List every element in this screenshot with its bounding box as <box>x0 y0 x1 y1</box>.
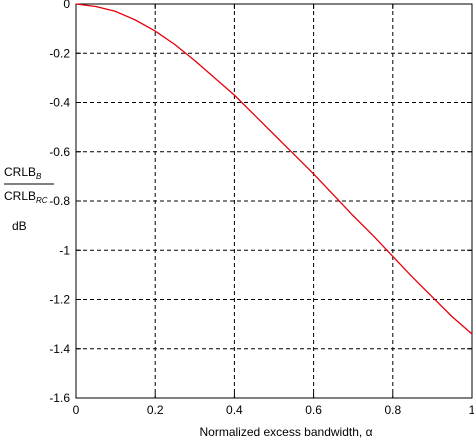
y-tick-label: -0.2 <box>49 46 70 60</box>
x-tick-label: 0.6 <box>305 403 322 417</box>
y-label-denominator: CRLBRC <box>4 189 48 205</box>
x-tick-label: 1 <box>469 403 474 417</box>
x-tick-label: 0.2 <box>147 403 164 417</box>
y-label-numerator-sub: B <box>36 172 42 181</box>
y-tick-label: -0.6 <box>49 145 70 159</box>
y-label-numerator-text: CRLB <box>4 165 36 179</box>
series-line <box>75 3 473 335</box>
ticks: 0 0.2 0.4 0.6 0.8 1 0 -0.2 -0.4 -0.6 -0.8 -1 -1.2 -1.… <box>49 0 474 417</box>
series-layer <box>75 3 473 335</box>
y-axis-label: CRLBB CRLBRC dB <box>4 165 54 233</box>
y-tick-label: -1.6 <box>49 391 70 405</box>
y-tick-label: -0.4 <box>49 96 70 110</box>
x-tick-label: 0.8 <box>384 403 401 417</box>
y-tick-label: -1.2 <box>49 293 70 307</box>
y-tick-label: 0 <box>63 0 70 11</box>
y-label-numerator: CRLBB <box>4 165 42 181</box>
y-label-denominator-text: CRLB <box>4 189 36 203</box>
y-tick-label: -1 <box>59 243 70 257</box>
y-label-unit: dB <box>12 219 27 233</box>
y-tick-label: -1.4 <box>49 342 70 356</box>
y-label-denominator-sub: RC <box>36 196 48 205</box>
x-tick-label: 0.4 <box>226 403 243 417</box>
x-axis-label: Normalized excess bandwidth, α <box>199 425 372 439</box>
grid <box>76 4 472 398</box>
x-tick-label: 0 <box>73 403 80 417</box>
y-tick-label: -0.8 <box>49 194 70 208</box>
